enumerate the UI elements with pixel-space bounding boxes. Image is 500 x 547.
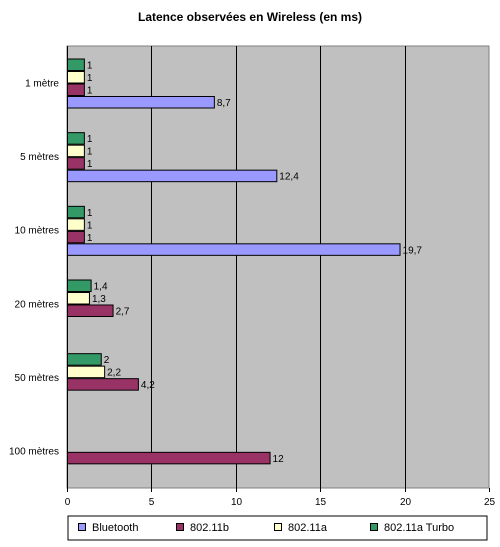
bar-802-11a-turbo — [67, 205, 85, 219]
bar-802-11b — [67, 378, 139, 391]
bar-bluetooth — [67, 243, 401, 256]
legend-label: Bluetooth — [92, 522, 138, 534]
bar-802-11a — [67, 365, 106, 379]
category-label: 1 mètre — [25, 78, 59, 89]
x-tick-label: 10 — [231, 497, 243, 508]
x-tick-label: 20 — [400, 497, 412, 508]
data-label: 2 — [104, 355, 110, 366]
bar-802-11a-turbo — [67, 353, 102, 366]
bar-802-11a — [67, 71, 85, 84]
data-label: 1 — [87, 208, 93, 219]
data-label: 1,4 — [94, 282, 108, 293]
category-label: 20 mètres — [15, 299, 59, 310]
bar-802-11a-turbo — [67, 279, 92, 292]
category-label: 100 mètres — [9, 447, 59, 458]
x-tick-label: 15 — [315, 497, 327, 508]
category-label: 5 mètres — [20, 152, 59, 163]
bar-bluetooth — [67, 96, 215, 109]
data-label: 1 — [87, 159, 93, 170]
data-label: 1 — [87, 220, 93, 231]
legend-label: 802.11a Turbo — [384, 522, 454, 534]
plot-area — [66, 45, 490, 489]
data-label: 12 — [273, 454, 285, 465]
x-tick-label: 0 — [65, 497, 71, 508]
data-label: 19,7 — [403, 245, 423, 256]
legend-swatch — [274, 523, 282, 531]
legend-label: 802.11a — [288, 522, 328, 534]
bar-802-11b — [67, 451, 271, 465]
data-label: 2,2 — [107, 368, 121, 379]
chart-title: Latence observées en Wireless (en ms) — [138, 10, 362, 24]
data-label: 12,4 — [279, 172, 299, 183]
data-label: 1 — [87, 73, 93, 84]
x-tick-labels: 0 5 10 15 20 25 — [65, 497, 496, 508]
data-label: 1 — [87, 61, 93, 72]
data-label: 1 — [87, 233, 93, 244]
bar-802-11a-turbo — [67, 132, 85, 145]
bar-802-11a — [67, 292, 90, 305]
legend-items: Bluetooth 802.11b 802.11a 802.11a Turbo — [78, 522, 454, 534]
category-label: 50 mètres — [15, 373, 59, 384]
bar-802-11b — [67, 157, 85, 170]
bar-bluetooth — [67, 169, 278, 183]
gridlines — [67, 46, 490, 492]
data-label: 2,7 — [116, 307, 130, 318]
bar-802-11a-turbo — [67, 58, 85, 71]
data-label: 8,7 — [217, 98, 231, 109]
category-labels: 1 mètre 5 mètres 10 mètres 20 mètres 50 mètr… — [9, 78, 59, 457]
data-label: 1 — [87, 134, 93, 145]
data-label: 1 — [87, 147, 93, 158]
data-label: 1,3 — [92, 294, 106, 305]
legend-label: 802.11b — [190, 522, 229, 534]
bars — [67, 58, 401, 465]
bar-802-11b — [67, 230, 85, 244]
bar-802-11b — [67, 83, 85, 96]
bar-802-11a — [67, 218, 85, 231]
data-label: 1 — [87, 86, 93, 97]
bar-802-11b — [67, 304, 114, 317]
legend-swatch — [78, 523, 86, 531]
legend-swatch — [370, 523, 378, 531]
category-label: 10 mètres — [15, 226, 59, 237]
x-tick-label: 5 — [149, 497, 155, 508]
bar-802-11a — [67, 144, 85, 158]
legend-swatch — [176, 523, 184, 531]
data-label: 4,2 — [141, 380, 155, 391]
x-tick-label: 25 — [484, 497, 496, 508]
